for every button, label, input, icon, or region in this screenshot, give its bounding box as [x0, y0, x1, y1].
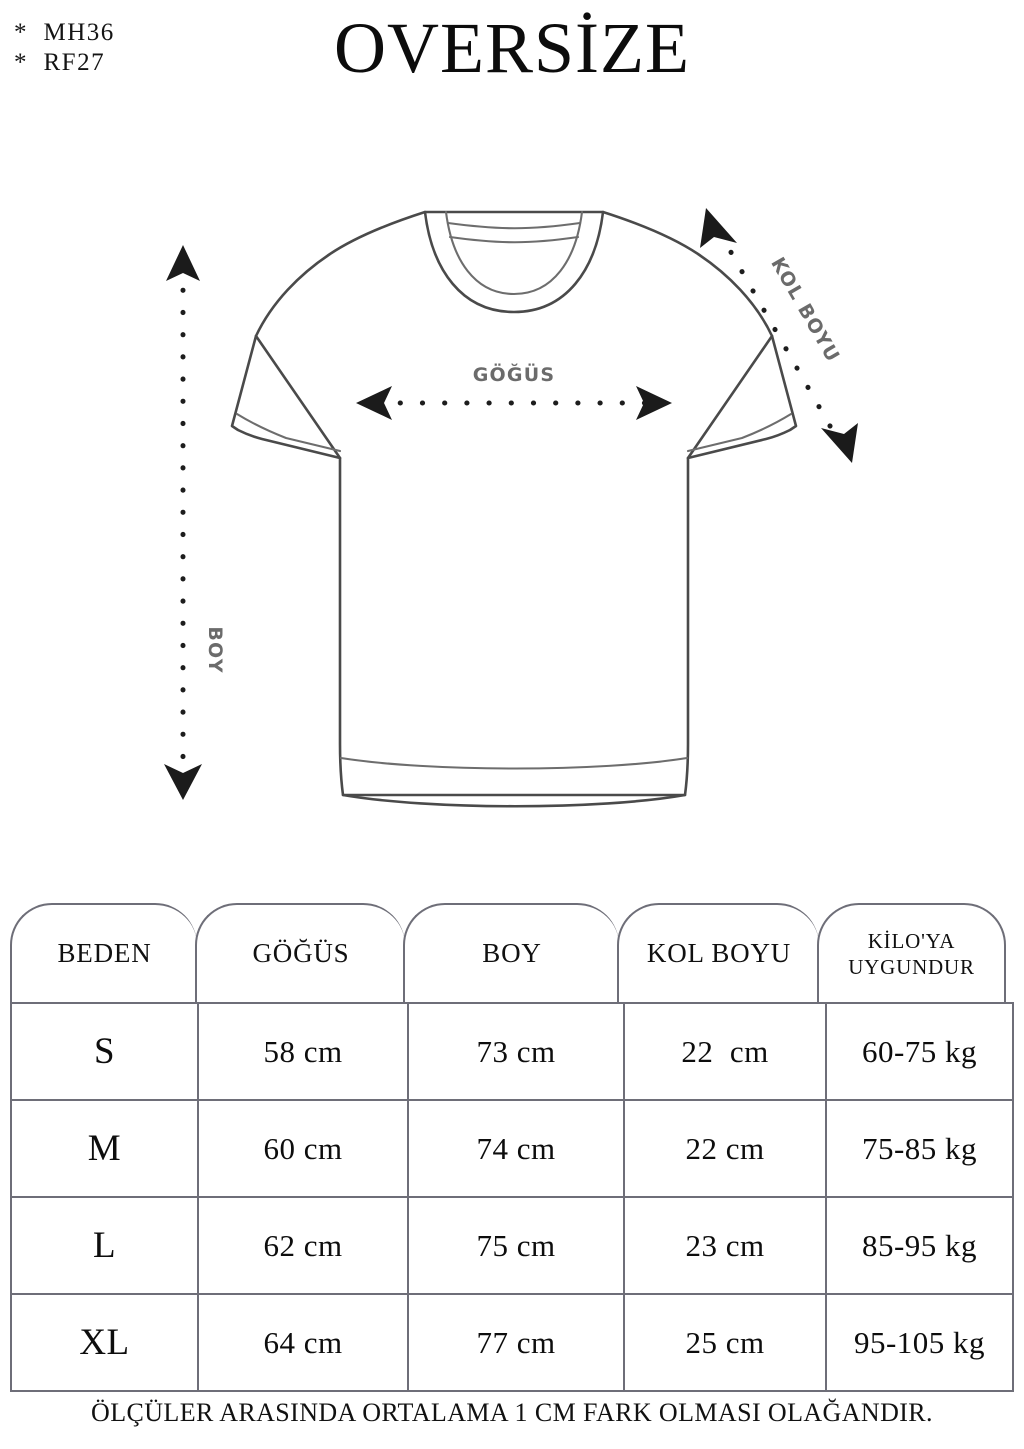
sleeve-arrow-bottom	[821, 423, 858, 463]
cell-length: 74 cm	[407, 1101, 623, 1196]
length-arrow-top	[166, 245, 200, 281]
tshirt-outline-group	[230, 210, 798, 808]
length-dimension-group: BOY	[164, 245, 226, 800]
table-row: M 60 cm 74 cm 22 cm 75-85 kg	[10, 1099, 1014, 1196]
tshirt-diagram: GÖĞÜS BOY KOL BOYU	[0, 150, 1024, 880]
collar-outer	[423, 210, 605, 314]
sleeve-arrow-top	[700, 208, 737, 248]
cell-size: XL	[10, 1295, 197, 1390]
sleeve-dimension-label: KOL BOYU	[766, 254, 844, 367]
table-header-kol-boyu: KOL BOYU	[617, 903, 819, 1002]
page-title: OVERSİZE	[334, 8, 690, 88]
table-header-row: BEDEN GÖĞÜS BOY KOL BOYU KİLO'YA UYGUNDU…	[10, 903, 1014, 1002]
chest-arrow-right	[636, 386, 672, 420]
collar-inner-rib	[444, 210, 584, 296]
back-neck-line-2	[448, 235, 580, 244]
table-header-kiloya-line2: UYGUNDUR	[848, 954, 975, 979]
cell-chest: 60 cm	[197, 1101, 407, 1196]
product-code-2: * RF27	[14, 49, 106, 76]
chest-dimension-label: GÖĞÜS	[473, 362, 555, 386]
length-arrow-bottom	[164, 764, 202, 800]
sleeve-dimension-group: KOL BOYU	[700, 208, 858, 463]
cell-sleeve: 25 cm	[623, 1295, 825, 1390]
table-row: L 62 cm 75 cm 23 cm 85-95 kg	[10, 1196, 1014, 1293]
table-row: XL 64 cm 77 cm 25 cm 95-105 kg	[10, 1293, 1014, 1392]
cell-sleeve: 22 cm	[623, 1004, 825, 1099]
table-header-beden: BEDEN	[10, 903, 197, 1002]
right-sleeve-seam	[686, 334, 774, 460]
bottom-hem-line	[339, 756, 689, 770]
size-table: BEDEN GÖĞÜS BOY KOL BOYU KİLO'YA UYGUNDU…	[10, 903, 1014, 1392]
cell-chest: 62 cm	[197, 1198, 407, 1293]
back-neck-line-1	[446, 221, 582, 230]
collar-group	[423, 210, 605, 314]
cell-length: 77 cm	[407, 1295, 623, 1390]
right-cuff-hem	[686, 412, 793, 453]
cell-sleeve: 23 cm	[623, 1198, 825, 1293]
cell-size: L	[10, 1198, 197, 1293]
sleeve-dim-dotted-line	[717, 230, 841, 443]
left-cuff-hem	[235, 412, 342, 453]
cell-length: 75 cm	[407, 1198, 623, 1293]
cell-chest: 58 cm	[197, 1004, 407, 1099]
cell-weight: 85-95 kg	[825, 1198, 1014, 1293]
table-header-kiloya-line1: KİLO'YA	[867, 928, 956, 953]
footer-note: ÖLÇÜLER ARASINDA ORTALAMA 1 CM FARK OLMA…	[91, 1398, 933, 1427]
cell-weight: 95-105 kg	[825, 1295, 1014, 1390]
product-codes: * MH36 * RF27	[14, 18, 115, 78]
cell-size: S	[10, 1004, 197, 1099]
length-dimension-label: BOY	[204, 626, 226, 673]
chest-arrow-left	[356, 386, 392, 420]
chest-dimension-group: GÖĞÜS	[356, 362, 672, 420]
cell-weight: 75-85 kg	[825, 1101, 1014, 1196]
table-header-kiloya-uygundur: KİLO'YA UYGUNDUR	[817, 903, 1006, 1002]
tshirt-body-path	[230, 210, 798, 797]
cell-sleeve: 22 cm	[623, 1101, 825, 1196]
cell-size: M	[10, 1101, 197, 1196]
table-header-gogus: GÖĞÜS	[195, 903, 405, 1002]
left-sleeve-seam	[254, 334, 342, 460]
product-code-1: * MH36	[14, 19, 115, 46]
cell-chest: 64 cm	[197, 1295, 407, 1390]
cell-weight: 60-75 kg	[825, 1004, 1014, 1099]
table-row: S 58 cm 73 cm 22 cm 60-75 kg	[10, 1002, 1014, 1099]
bottom-hem-edge	[341, 793, 687, 808]
table-header-boy: BOY	[403, 903, 619, 1002]
cell-length: 73 cm	[407, 1004, 623, 1099]
